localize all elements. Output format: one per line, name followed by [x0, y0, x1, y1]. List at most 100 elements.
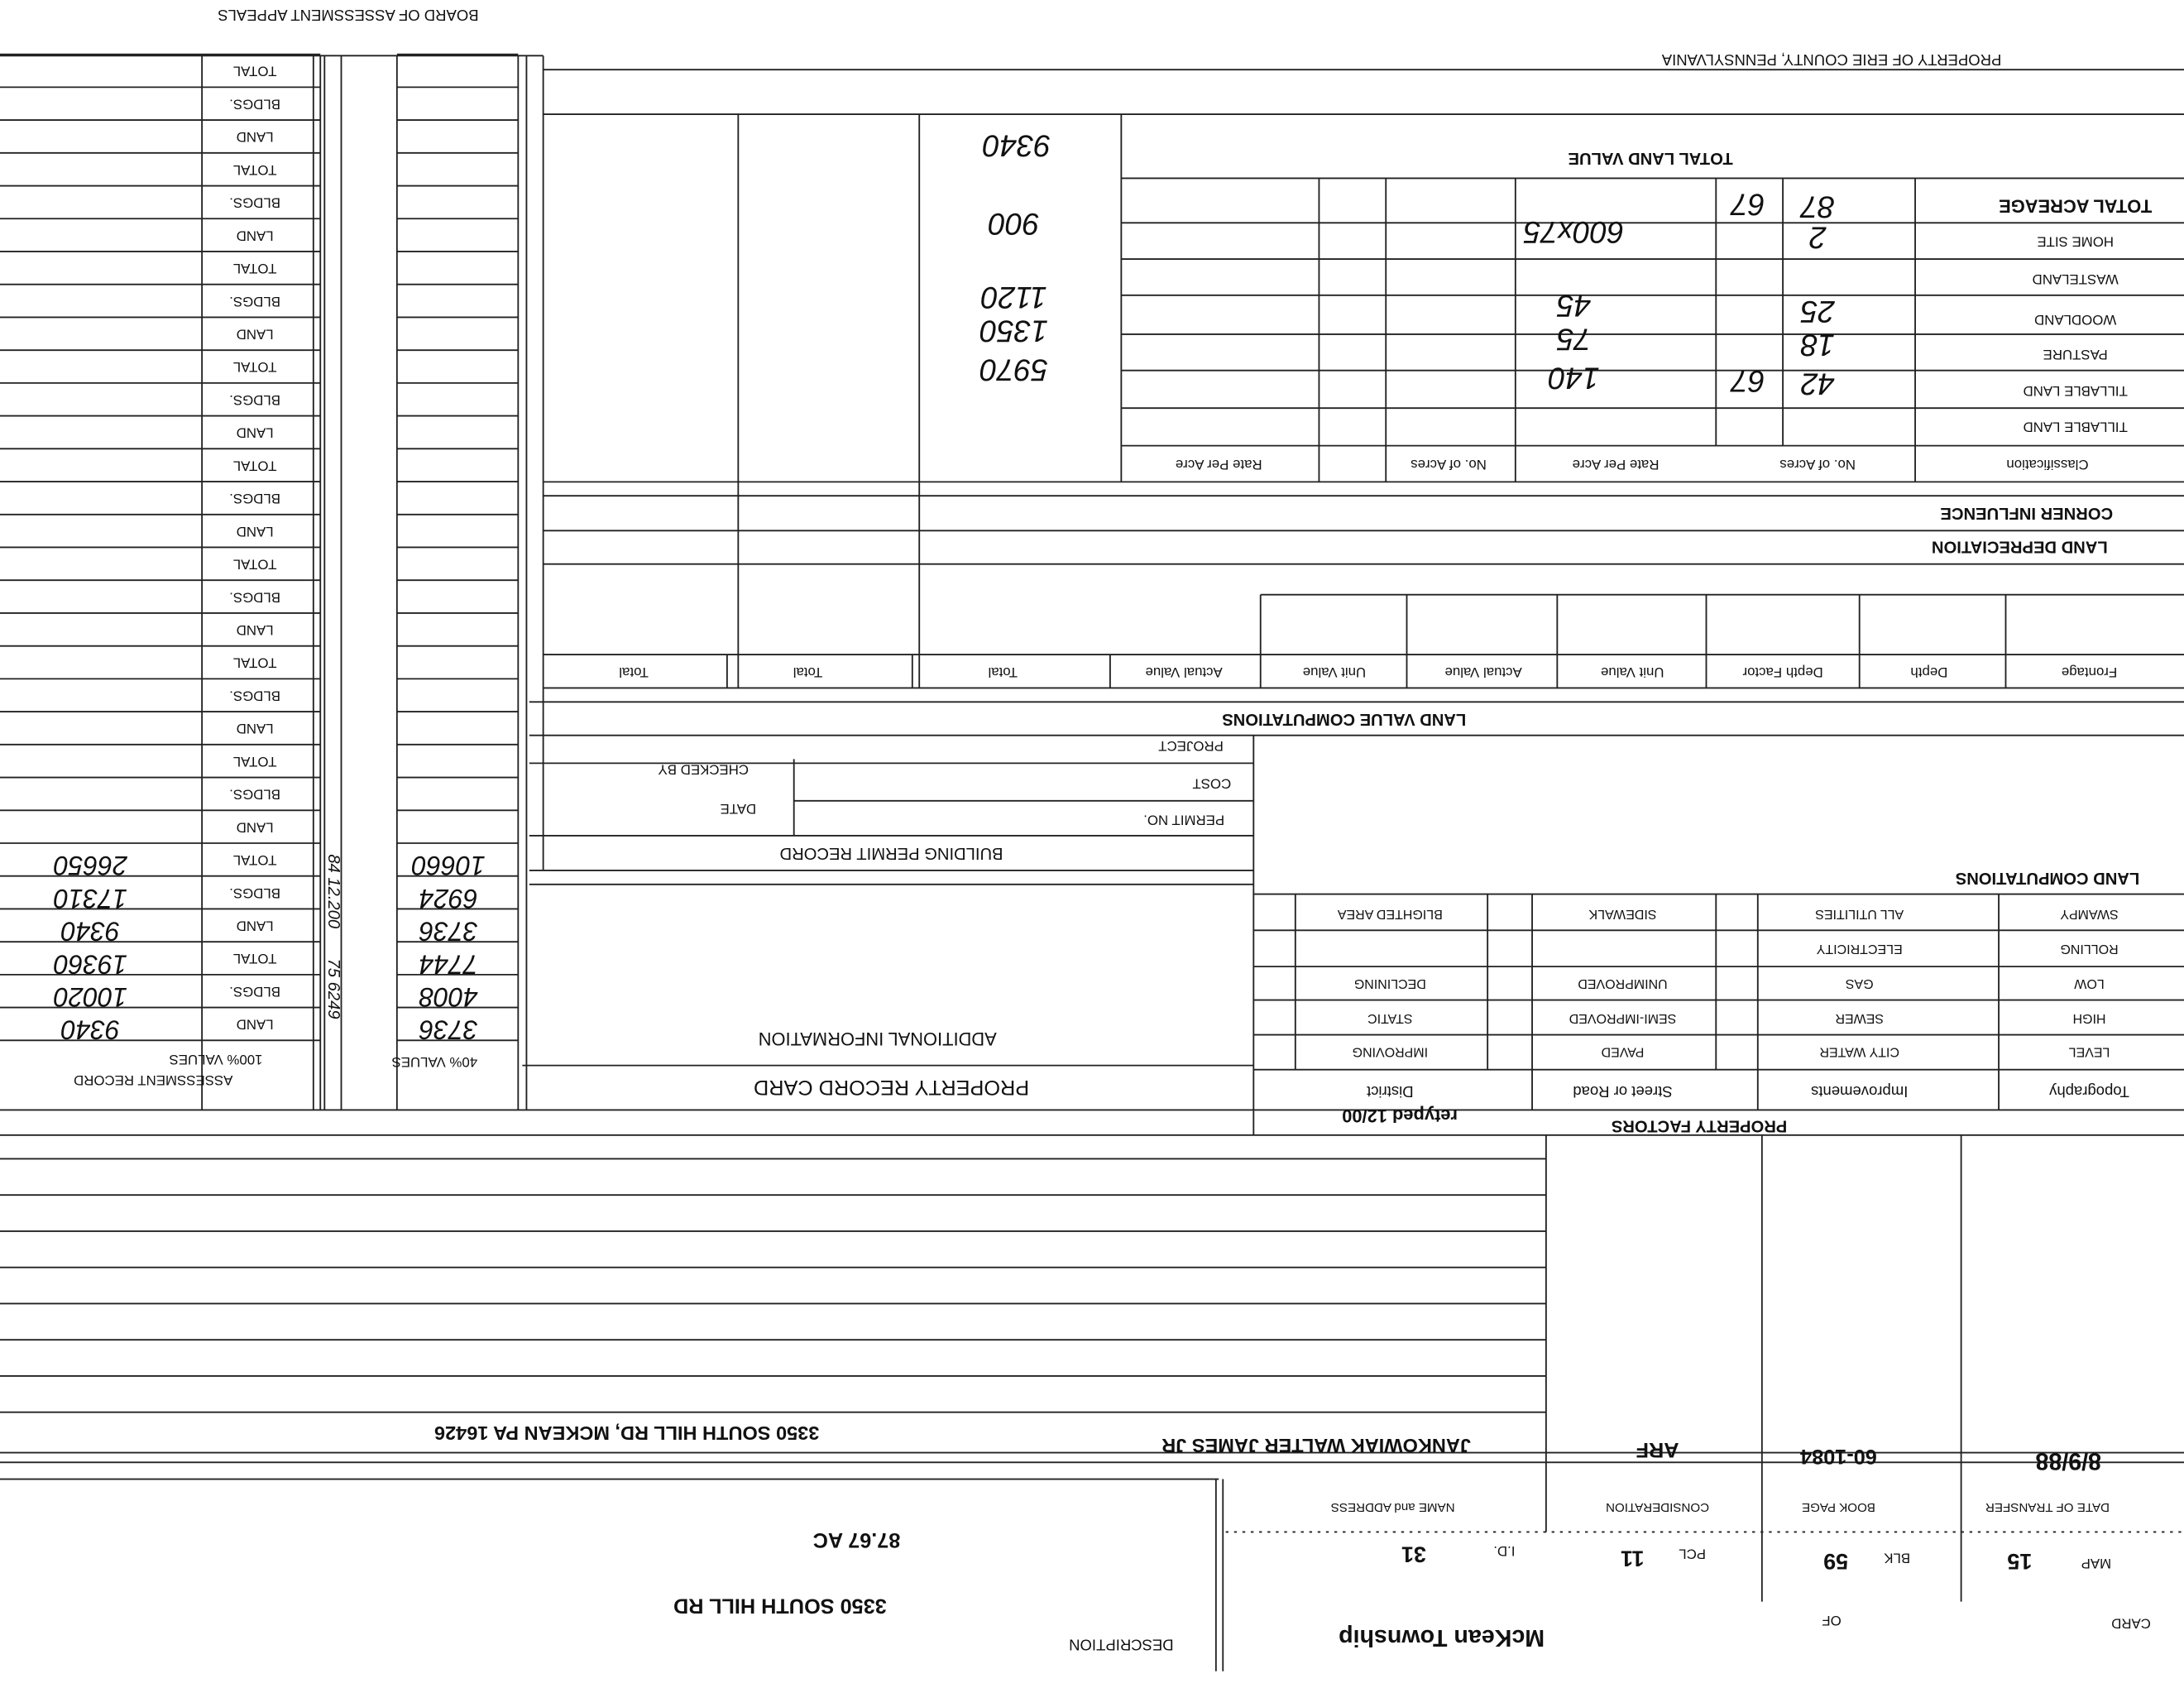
label: MAP: [2081, 1556, 2111, 1571]
handwritten: 10660: [411, 851, 485, 880]
column-header: No. of Acres: [1410, 457, 1487, 472]
column-header: Total: [988, 664, 1018, 680]
row-label: TOTAL: [233, 754, 277, 770]
handwritten: 45: [1557, 289, 1592, 324]
column-header: Total: [793, 664, 823, 680]
row-label: BLDGS.: [229, 392, 280, 408]
row-label: BLDGS.: [229, 885, 280, 901]
row-label: BLDGS.: [229, 589, 280, 605]
handwritten: 19360: [54, 949, 127, 979]
cell: 8/9/88: [2035, 1447, 2101, 1474]
row-label: BLDGS.: [229, 195, 280, 211]
handwritten: 25: [1800, 295, 1836, 329]
row-label: WOODLAND: [2034, 312, 2116, 328]
row-label: TOTAL: [233, 162, 277, 178]
cell: ALL UTILITIES: [1815, 907, 1904, 921]
township: McKean Township: [1339, 1624, 1545, 1651]
value: 59: [1823, 1549, 1848, 1574]
handwritten: 18: [1800, 328, 1835, 362]
row-label: TOTAL: [233, 359, 277, 375]
row-label: TOTAL: [233, 458, 277, 473]
cell: UNIMPROVED: [1578, 976, 1667, 990]
column-header: Classification: [2006, 457, 2088, 472]
row-label: LAND: [237, 425, 274, 441]
column-header: No. of Acres: [1779, 457, 1856, 472]
row-label: TOTAL: [233, 852, 277, 868]
column-header: Rate Per Acre: [1573, 457, 1660, 472]
section-title: LAND COMPUTATIONS: [1956, 869, 2139, 887]
handwritten: 5970: [979, 353, 1048, 388]
handwritten: 3736: [419, 917, 477, 947]
row-label: LAND: [237, 129, 274, 145]
section-title: LAND DEPRECIATION: [1932, 537, 2108, 555]
row-label: LAND: [237, 1017, 274, 1033]
board: BOARD OF ASSESSMENT APPEALS: [218, 7, 478, 24]
row-label: BLDGS.: [229, 984, 280, 1000]
label: PCL: [1679, 1546, 1706, 1561]
handwritten: 87: [1799, 190, 1835, 225]
cell: PAVED: [1602, 1045, 1645, 1059]
cell: DECLINING: [1354, 976, 1426, 990]
handwritten: 17310: [54, 884, 127, 914]
handwritten: 1350: [979, 314, 1048, 348]
column-header: NAME and ADDRESS: [1331, 1500, 1455, 1514]
row-label: BLDGS.: [229, 294, 280, 309]
row-label: LAND: [237, 326, 274, 342]
cell: STATIC: [1367, 1011, 1412, 1025]
handwritten: 140: [1548, 362, 1599, 396]
section-title: PROPERTY FACTORS: [1612, 1117, 1787, 1135]
column-header: Actual Value: [1145, 664, 1222, 680]
handwritten: 26650: [54, 851, 128, 880]
cell: SIDEWALK: [1588, 907, 1656, 921]
column-header: CONSIDERATION: [1606, 1500, 1709, 1514]
cell: IMPROVING: [1353, 1045, 1428, 1059]
column-header: Rate Per Acre: [1176, 457, 1262, 472]
column-header: Unit Value: [1601, 664, 1664, 680]
row-label: BLDGS.: [229, 688, 280, 703]
column-header: Unit Value: [1303, 664, 1366, 680]
handwritten: 75: [1557, 323, 1592, 357]
label: DATE: [721, 801, 757, 817]
row-label: LAND: [237, 721, 274, 736]
section-title: TOTAL LAND VALUE: [1569, 149, 1733, 167]
handwritten: 67: [1730, 187, 1765, 222]
section-title: BUILDING PERMIT RECORD: [780, 844, 1003, 862]
column-header: Street or Road: [1573, 1083, 1672, 1101]
note: 84 12.200: [324, 854, 342, 929]
handwritten: 9340: [61, 917, 120, 947]
handwritten: 10020: [54, 982, 127, 1012]
cell: ELECTRICITY: [1816, 942, 1902, 956]
cell: SWAMPY: [2060, 907, 2119, 921]
county: PROPERTY OF ERIE COUNTY, PENNSYLVANIA: [1661, 51, 2001, 69]
acreage: 87.67 AC: [813, 1528, 901, 1551]
handwritten: 7744: [419, 949, 478, 979]
cell: GAS: [1846, 976, 1874, 990]
row-label: HOME SITE: [2037, 234, 2114, 250]
label: CARD: [2111, 1615, 2151, 1631]
section-title: LAND VALUE COMPUTATIONS: [1222, 710, 1466, 728]
column-header: Topography: [2048, 1083, 2129, 1101]
row-label: BLDGS.: [229, 491, 280, 506]
cell: LOW: [2073, 976, 2104, 990]
cell: 60-1084: [1800, 1445, 1877, 1468]
column-header: Depth: [1910, 664, 1947, 680]
column-header: Depth Factor: [1742, 664, 1823, 680]
label: COST: [1192, 775, 1231, 791]
row-label: LAND: [237, 524, 274, 539]
section-title: CORNER INFLUENCE: [1940, 504, 2113, 522]
row-label: LAND: [237, 622, 274, 638]
row-label: TILLABLE LAND: [2024, 420, 2128, 435]
row-label: TOTAL: [233, 951, 277, 966]
column-header: DATE OF TRANSFER: [1985, 1500, 2110, 1514]
cell: ARF: [1636, 1438, 1679, 1461]
row-label: LAND: [237, 228, 274, 243]
row-label: LAND: [237, 819, 274, 835]
cell: SEMI-IMPROVED: [1569, 1011, 1677, 1025]
cell: SEWER: [1835, 1011, 1884, 1025]
label: DESCRIPTION: [1069, 1636, 1173, 1653]
column-header: Frontage: [2062, 664, 2117, 680]
column-header: 100% VALUES: [170, 1052, 263, 1067]
row-label: WASTELAND: [2033, 271, 2119, 287]
